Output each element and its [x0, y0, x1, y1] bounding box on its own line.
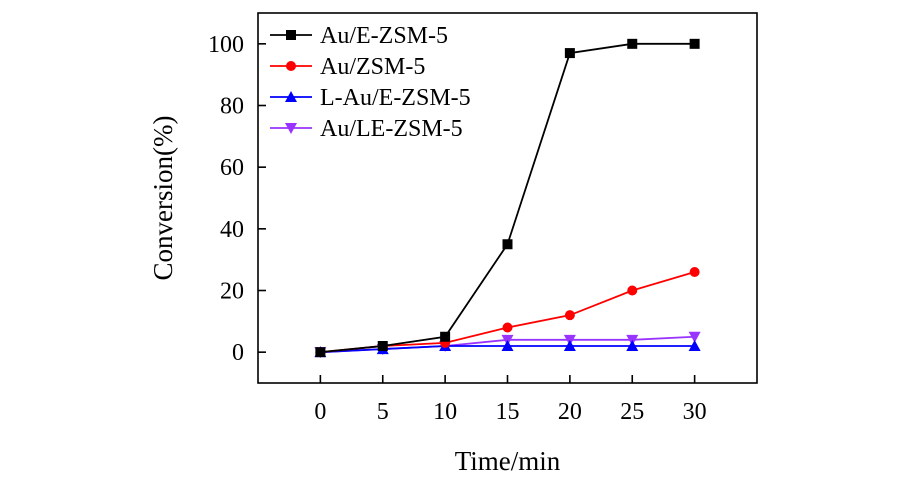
data-point	[502, 239, 513, 250]
legend-label: Au/ZSM-5	[320, 54, 425, 80]
data-point	[626, 340, 639, 351]
data-point	[564, 310, 575, 321]
data-point	[688, 340, 701, 351]
x-tick-label: 30	[683, 399, 707, 425]
x-tick-label: 0	[314, 399, 326, 425]
legend-marker	[286, 30, 296, 40]
plot-area: 0 5 10 15 20 25 30 0 20 40 60 80 100	[208, 12, 758, 425]
x-axis-title: Time/min	[455, 446, 561, 476]
legend-label: Au/LE-ZSM-5	[320, 116, 463, 142]
data-point	[563, 340, 576, 351]
series-l-au-e-zsm-5	[314, 340, 701, 358]
legend-label: Au/E-ZSM-5	[320, 23, 448, 49]
x-tick-label: 10	[433, 399, 457, 425]
data-point	[689, 38, 700, 49]
legend: Au/E-ZSM-5 Au/ZSM-5 L-Au/E-ZSM-5 Au/LE-ZSM-…	[270, 23, 471, 142]
data-point	[502, 322, 513, 333]
legend-item: Au/E-ZSM-5	[270, 23, 448, 49]
data-point	[377, 341, 388, 351]
data-point	[627, 285, 638, 296]
x-tick-label: 5	[377, 399, 389, 425]
data-point	[688, 331, 701, 343]
x-tick-label: 20	[558, 399, 582, 425]
y-tick-label: 20	[220, 279, 244, 305]
y-tick-label: 0	[232, 340, 244, 366]
y-tick-label: 80	[220, 94, 244, 120]
data-point	[501, 340, 514, 351]
legend-marker	[285, 91, 297, 102]
data-point	[627, 38, 638, 49]
x-tick-label: 15	[496, 399, 520, 425]
legend-item: Au/ZSM-5	[270, 54, 425, 80]
series-au-e-zsm-5	[315, 38, 700, 358]
data-point	[689, 267, 700, 277]
data-point	[564, 48, 575, 59]
data-point	[315, 347, 326, 358]
y-tick-label: 100	[208, 32, 244, 58]
legend-item: Au/LE-ZSM-5	[270, 116, 463, 142]
legend-marker	[286, 61, 296, 71]
x-tick-label: 25	[620, 399, 644, 425]
legend-item: L-Au/E-ZSM-5	[270, 85, 471, 111]
y-axis-title: Conversion(%)	[148, 116, 178, 281]
y-tick-label: 40	[220, 217, 244, 243]
legend-label: L-Au/E-ZSM-5	[320, 85, 471, 111]
y-tick-label: 60	[220, 155, 244, 181]
data-point	[440, 331, 451, 342]
legend-marker	[285, 123, 297, 134]
